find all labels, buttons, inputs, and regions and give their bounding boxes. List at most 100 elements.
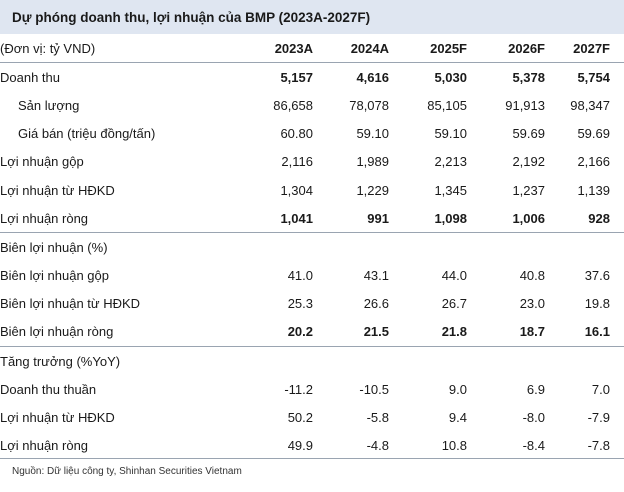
cell-value: -10.5 <box>359 381 389 397</box>
table-row: Lợi nhuận từ HĐKD 50.2 -5.8 9.4 -8.0 -7.… <box>0 403 624 431</box>
cell-value: 991 <box>367 210 389 226</box>
cell-value <box>389 232 467 262</box>
cell-value: -7.8 <box>587 438 610 454</box>
cell-value: 78,078 <box>349 97 389 113</box>
cell-value: 9.4 <box>448 410 467 426</box>
cell-value <box>313 346 389 376</box>
cell-value: -8.4 <box>522 438 545 454</box>
section-header-row: Biên lợi nhuận (%) <box>0 232 624 262</box>
cell-value: 18.7 <box>519 324 545 340</box>
cell-value: 4,616 <box>356 69 389 85</box>
cell-value: 1,237 <box>512 182 545 198</box>
cell-value: 1,041 <box>280 210 313 226</box>
row-label: Doanh thu thuần <box>0 381 97 397</box>
row-label: Sản lượng <box>18 97 80 113</box>
table-title: Dự phóng doanh thu, lợi nhuận của BMP (2… <box>0 0 624 34</box>
cell-value: 60.80 <box>280 126 313 142</box>
cell-value: 21.5 <box>363 324 389 340</box>
cell-value: 5,378 <box>512 69 545 85</box>
cell-value: -5.8 <box>366 410 389 426</box>
table-row: Sản lượng 86,658 78,078 85,105 91,913 98… <box>0 91 624 119</box>
cell-value <box>545 346 624 376</box>
table-row: Lợi nhuận từ HĐKD 1,304 1,229 1,345 1,23… <box>0 176 624 204</box>
cell-value: 19.8 <box>584 296 610 312</box>
cell-value <box>225 232 313 262</box>
cell-value: 10.8 <box>441 438 467 454</box>
row-label: Biên lợi nhuận gộp <box>0 268 109 284</box>
cell-value <box>545 232 624 262</box>
cell-value: 23.0 <box>519 296 545 312</box>
cell-value: 9.0 <box>448 381 467 397</box>
cell-value: 98,347 <box>570 97 610 113</box>
cell-value: 1,139 <box>577 182 610 198</box>
table-row: Lợi nhuận ròng 1,041 991 1,098 1,006 928 <box>0 204 624 233</box>
year-header: 2023A <box>225 34 313 64</box>
cell-value: 26.7 <box>441 296 467 312</box>
cell-value: 2,213 <box>434 154 467 170</box>
row-label: Biên lợi nhuận từ HĐKD <box>0 296 141 312</box>
cell-value: -7.9 <box>587 410 610 426</box>
year-header: 2027F <box>545 34 624 64</box>
cell-value: -11.2 <box>284 381 313 397</box>
cell-value: 49.9 <box>287 438 313 454</box>
table-header-row: (Đơn vị: tỷ VND) 2023A 2024A 2025F 2026F… <box>0 34 624 64</box>
cell-value: 26.6 <box>363 296 389 312</box>
row-label: Giá bán (triệu đồng/tấn) <box>18 126 156 142</box>
cell-value: 50.2 <box>287 410 313 426</box>
cell-value: 59.10 <box>356 126 389 142</box>
cell-value: 1,989 <box>356 154 389 170</box>
cell-value <box>313 232 389 262</box>
row-label: Lợi nhuận ròng <box>0 438 89 454</box>
year-header: 2026F <box>467 34 545 64</box>
cell-value <box>389 346 467 376</box>
cell-value: 40.8 <box>519 268 545 284</box>
year-header: 2025F <box>389 34 467 64</box>
row-label: Lợi nhuận từ HĐKD <box>0 410 115 426</box>
cell-value: 2,116 <box>281 154 313 170</box>
cell-value: 44.0 <box>441 268 467 284</box>
section-label: Tăng trưởng (%YoY) <box>0 346 225 376</box>
table-row: Biên lợi nhuận ròng 20.2 21.5 21.8 18.7 … <box>0 318 624 347</box>
cell-value: 1,304 <box>280 182 313 198</box>
section-header-row: Tăng trưởng (%YoY) <box>0 346 624 376</box>
cell-value: 1,006 <box>512 210 545 226</box>
cell-value <box>467 346 545 376</box>
cell-value: 59.69 <box>512 126 545 142</box>
row-label: Doanh thu <box>0 69 60 85</box>
table-row: Doanh thu 5,157 4,616 5,030 5,378 5,754 <box>0 63 624 92</box>
cell-value: 85,105 <box>427 97 467 113</box>
cell-value: 25.3 <box>287 296 313 312</box>
cell-value: 91,913 <box>505 97 545 113</box>
cell-value: 43.1 <box>363 268 389 284</box>
cell-value: 928 <box>588 210 610 226</box>
row-label: Lợi nhuận gộp <box>0 154 84 170</box>
unit-label: (Đơn vị: tỷ VND) <box>0 34 225 64</box>
cell-value: 1,098 <box>434 210 467 226</box>
table-row: Biên lợi nhuận từ HĐKD 25.3 26.6 26.7 23… <box>0 290 624 318</box>
row-label: Lợi nhuận từ HĐKD <box>0 182 115 198</box>
source-note: Nguồn: Dữ liệu công ty, Shinhan Securiti… <box>12 466 242 477</box>
table-row: Giá bán (triệu đồng/tấn) 60.80 59.10 59.… <box>0 120 624 148</box>
cell-value: 86,658 <box>273 97 313 113</box>
cell-value: -4.8 <box>366 438 389 454</box>
cell-value: 5,754 <box>577 69 610 85</box>
cell-value: 16.1 <box>584 324 610 340</box>
cell-value: 59.69 <box>577 126 610 142</box>
cell-value <box>225 346 313 376</box>
row-label: Biên lợi nhuận ròng <box>0 324 114 340</box>
table-row: Doanh thu thuần -11.2 -10.5 9.0 6.9 7.0 <box>0 375 624 403</box>
section-label: Biên lợi nhuận (%) <box>0 232 225 262</box>
cell-value <box>467 232 545 262</box>
cell-value: 6.9 <box>526 381 545 397</box>
cell-value: 37.6 <box>584 268 610 284</box>
cell-value: 5,157 <box>280 69 313 85</box>
cell-value: 7.0 <box>591 381 610 397</box>
cell-value: 5,030 <box>434 69 467 85</box>
table-row: Lợi nhuận gộp 2,116 1,989 2,213 2,192 2,… <box>0 148 624 176</box>
cell-value: 1,345 <box>434 182 467 198</box>
table-row: Lợi nhuận ròng 49.9 -4.8 10.8 -8.4 -7.8 <box>0 432 624 460</box>
bottom-divider <box>0 458 624 459</box>
cell-value: 20.2 <box>287 324 313 340</box>
table-row: Biên lợi nhuận gộp 41.0 43.1 44.0 40.8 3… <box>0 262 624 290</box>
